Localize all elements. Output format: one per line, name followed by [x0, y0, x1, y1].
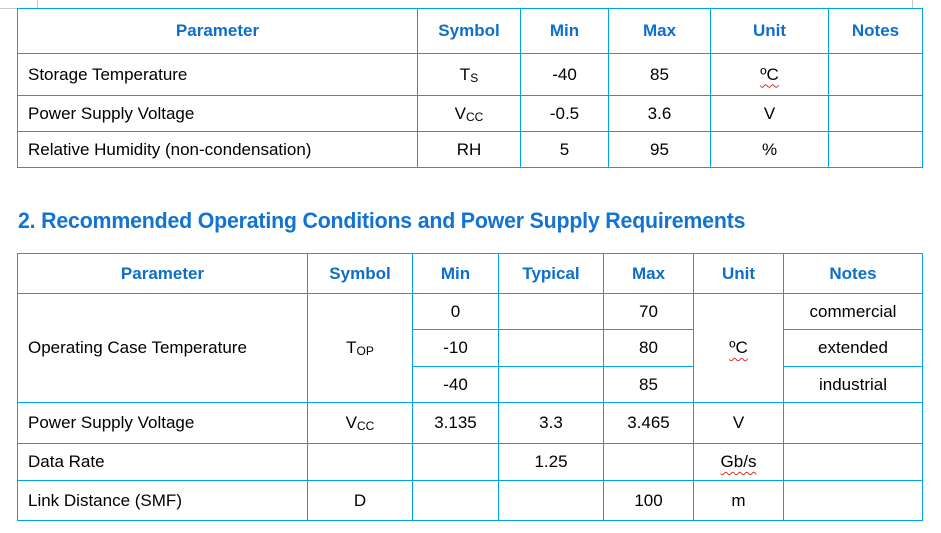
parameter-cell: Relative Humidity (non-condensation) — [17, 131, 418, 168]
notes-cell — [828, 95, 923, 132]
notes-cell: extended — [783, 329, 923, 367]
table-row: Link Distance (SMF) D 100 m — [17, 480, 923, 521]
table-row: Data Rate 1.25 Gb/s — [17, 443, 923, 481]
min-cell: -40 — [520, 53, 609, 96]
absolute-ratings-table: Parameter Symbol Min Max Unit Notes Stor… — [17, 8, 923, 168]
column-header-symbol: Symbol — [417, 8, 521, 54]
column-header-unit: Unit — [710, 8, 829, 54]
min-cell: -10 — [412, 329, 499, 367]
column-header-max: Max — [608, 8, 711, 54]
column-header-typical: Typical — [498, 253, 604, 294]
notes-cell — [783, 480, 923, 521]
min-cell: -40 — [412, 366, 499, 403]
table-row: -10 80 extended — [18, 329, 923, 367]
unit-cell: Gb/s — [693, 443, 784, 481]
column-header-max: Max — [603, 253, 694, 294]
min-cell: 0 — [412, 293, 499, 330]
unit-cell: ºC — [710, 53, 829, 96]
parameter-cell: Power Supply Voltage — [17, 402, 308, 444]
misspelled-unit: ºC — [729, 338, 748, 357]
symbol-cell: VCC — [307, 402, 413, 444]
margin-mark — [912, 0, 913, 8]
max-cell: 3.465 — [603, 402, 694, 444]
symbol-cell: D — [307, 480, 413, 521]
section-heading: 2. Recommended Operating Conditions and … — [18, 208, 746, 233]
margin-mark — [0, 8, 26, 9]
symbol-cell: VCC — [417, 95, 521, 132]
max-cell: 85 — [608, 53, 711, 96]
parameter-cell: Link Distance (SMF) — [17, 480, 308, 521]
table-row: Operating Case Temperature TOP 0 70 ºC c… — [17, 293, 923, 403]
typical-cell: 3.3 — [498, 402, 604, 444]
max-cell: 70 — [603, 293, 694, 330]
column-header-symbol: Symbol — [307, 253, 413, 294]
parameter-cell: Storage Temperature — [17, 53, 418, 96]
column-header-min: Min — [412, 253, 499, 294]
operating-conditions-table: Parameter Symbol Min Typical Max Unit No… — [17, 253, 923, 521]
symbol-cell: RH — [417, 131, 521, 168]
notes-cell: industrial — [783, 366, 923, 403]
max-cell — [603, 443, 694, 481]
unit-cell: m — [693, 480, 784, 521]
symbol-cell — [307, 443, 413, 481]
min-cell — [412, 443, 499, 481]
column-header-notes: Notes — [828, 8, 923, 54]
notes-cell — [828, 131, 923, 168]
max-cell: 3.6 — [608, 95, 711, 132]
column-header-unit: Unit — [693, 253, 784, 294]
max-cell: 95 — [608, 131, 711, 168]
misspelled-unit: ºC — [760, 64, 779, 84]
unit-cell: ºC — [693, 293, 784, 403]
symbol-cell: TS — [417, 53, 521, 96]
column-header-parameter: Parameter — [17, 253, 308, 294]
parameter-cell: Power Supply Voltage — [17, 95, 418, 132]
column-header-notes: Notes — [783, 253, 923, 294]
typical-cell — [498, 480, 604, 521]
max-cell: 80 — [603, 329, 694, 367]
column-header-min: Min — [520, 8, 609, 54]
table-header-row: Parameter Symbol Min Max Unit Notes — [17, 8, 923, 54]
typical-cell — [498, 366, 604, 403]
typical-cell — [498, 329, 604, 367]
symbol-cell: TOP — [307, 293, 413, 403]
notes-cell — [783, 443, 923, 481]
min-cell: 5 — [520, 131, 609, 168]
notes-cell — [828, 53, 923, 96]
min-cell: 3.135 — [412, 402, 499, 444]
notes-cell: commercial — [783, 293, 923, 330]
min-cell — [412, 480, 499, 521]
typical-cell: 1.25 — [498, 443, 604, 481]
unit-cell: V — [693, 402, 784, 444]
max-cell: 100 — [603, 480, 694, 521]
parameter-cell: Operating Case Temperature — [17, 293, 308, 403]
table-row: -40 85 industrial — [18, 366, 923, 403]
typical-cell — [498, 293, 604, 330]
max-cell: 85 — [603, 366, 694, 403]
table-row: Power Supply Voltage VCC -0.5 3.6 V — [17, 95, 923, 132]
table-row: Relative Humidity (non-condensation) RH … — [17, 131, 923, 168]
margin-mark — [37, 0, 38, 8]
notes-cell — [783, 402, 923, 444]
misspelled-unit: Gb/s — [720, 452, 757, 471]
min-cell: -0.5 — [520, 95, 609, 132]
unit-cell: % — [710, 131, 829, 168]
table-row: Power Supply Voltage VCC 3.135 3.3 3.465… — [17, 402, 923, 444]
unit-cell: V — [710, 95, 829, 132]
column-header-parameter: Parameter — [17, 8, 418, 54]
parameter-cell: Data Rate — [17, 443, 308, 481]
table-row: Storage Temperature TS -40 85 ºC — [17, 53, 923, 96]
table-header-row: Parameter Symbol Min Typical Max Unit No… — [17, 253, 923, 294]
